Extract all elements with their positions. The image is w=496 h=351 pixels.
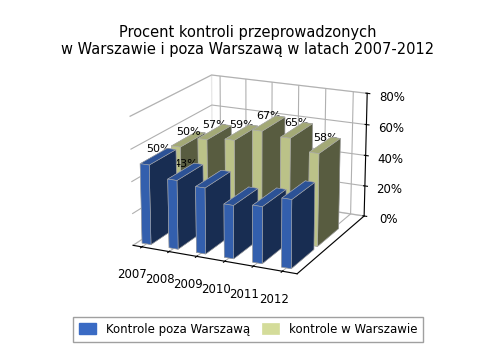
Text: Procent kontroli przeprowadzonych
w Warszawie i poza Warszawą w latach 2007-2012: Procent kontroli przeprowadzonych w Wars… [62, 25, 434, 57]
Legend: Kontrole poza Warszawą, kontrole w Warszawie: Kontrole poza Warszawą, kontrole w Warsz… [73, 317, 423, 342]
